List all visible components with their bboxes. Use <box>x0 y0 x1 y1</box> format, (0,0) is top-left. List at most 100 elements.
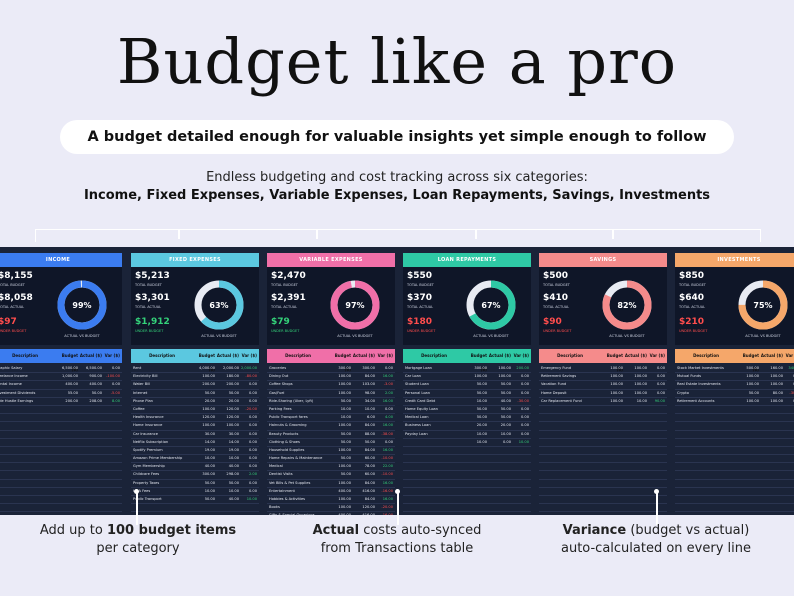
empty-row[interactable] <box>0 504 122 513</box>
table-row[interactable]: Home Deposit 100.00 100.00 0.00 <box>539 390 667 398</box>
table-row[interactable]: Amazon Prime Membership 10.00 10.00 0.00 <box>131 455 259 464</box>
empty-row[interactable] <box>675 414 794 423</box>
empty-row[interactable] <box>675 431 794 439</box>
empty-row[interactable] <box>539 512 667 515</box>
table-row[interactable]: Beauty Products 50.00 88.00 -38.00 <box>267 431 395 439</box>
empty-row[interactable] <box>403 480 531 488</box>
table-row[interactable]: Medical 100.00 78.00 22.00 <box>267 463 395 472</box>
table-row[interactable]: Personal Loan 50.00 50.00 0.00 <box>403 390 531 398</box>
table-row[interactable]: Real Estate Investments 100.00 100.00 0.… <box>675 381 794 390</box>
table-row[interactable]: Student Loan 50.00 50.00 0.00 <box>403 381 531 390</box>
table-row[interactable]: Car Loan 100.00 100.00 0.00 <box>403 373 531 382</box>
table-row[interactable]: Vet Bills & Pet Supplies 100.00 84.00 16… <box>267 480 395 488</box>
table-row[interactable]: Ride-Sharing (Uber, Lyft) 50.00 34.00 16… <box>267 398 395 406</box>
empty-row[interactable] <box>539 504 667 513</box>
empty-row[interactable] <box>0 414 122 423</box>
empty-row[interactable] <box>0 480 122 488</box>
empty-row[interactable] <box>403 463 531 472</box>
empty-row[interactable] <box>0 512 122 515</box>
empty-row[interactable] <box>403 455 531 464</box>
empty-row[interactable] <box>539 439 667 447</box>
empty-row[interactable] <box>675 439 794 447</box>
empty-row[interactable] <box>0 496 122 505</box>
table-row[interactable]: Rental Income 400.00 400.00 0.00 <box>0 381 122 390</box>
empty-row[interactable] <box>0 455 122 464</box>
table-row[interactable]: Rent 4,000.00 2,000.00 2,000.00 <box>131 365 259 374</box>
empty-row[interactable] <box>539 480 667 488</box>
table-row[interactable]: Phone Plan 20.00 20.00 0.00 <box>131 398 259 406</box>
empty-row[interactable] <box>131 512 259 515</box>
table-row[interactable]: Dining Out 100.00 84.00 16.00 <box>267 373 395 382</box>
table-row[interactable]: Investment Dividends 55.00 50.00 -5.00 <box>0 390 122 398</box>
empty-row[interactable] <box>0 431 122 439</box>
table-row[interactable]: Public Transport 50.00 40.00 10.00 <box>131 496 259 505</box>
table-row[interactable]: Dentist Visits 50.00 60.00 -10.00 <box>267 471 395 480</box>
empty-row[interactable] <box>0 406 122 415</box>
table-row[interactable]: Entertainment 400.00 416.00 -16.00 <box>267 488 395 496</box>
table-row[interactable]: Medical Loan 50.00 50.00 0.00 <box>403 414 531 423</box>
table-row[interactable]: Household Supplies 100.00 84.00 16.00 <box>267 447 395 456</box>
empty-row[interactable] <box>131 504 259 513</box>
table-row[interactable]: Parking Fees 10.00 10.00 0.00 <box>267 406 395 415</box>
empty-row[interactable] <box>675 447 794 456</box>
empty-row[interactable] <box>0 439 122 447</box>
table-row[interactable]: Credit Card Debt 10.00 40.00 -30.00 <box>403 398 531 406</box>
table-row[interactable]: Crypto 50.00 80.00 -30.00 <box>675 390 794 398</box>
table-row[interactable]: Public Transport fares 10.00 6.00 4.00 <box>267 414 395 423</box>
empty-row[interactable] <box>675 471 794 480</box>
empty-row[interactable] <box>675 496 794 505</box>
table-row[interactable]: 10.00 0.00 10.00 <box>403 439 531 447</box>
empty-row[interactable] <box>539 406 667 415</box>
table-row[interactable]: Coffee 100.00 120.00 -20.00 <box>131 406 259 415</box>
table-row[interactable]: Health Insurance 120.00 120.00 0.00 <box>131 414 259 423</box>
empty-row[interactable] <box>403 512 531 515</box>
table-row[interactable]: Stock Market Investments 500.00 160.00 3… <box>675 365 794 374</box>
empty-row[interactable] <box>403 471 531 480</box>
empty-row[interactable] <box>539 447 667 456</box>
table-row[interactable]: Water Bill 200.00 200.00 0.00 <box>131 381 259 390</box>
table-row[interactable]: Graphic Salary 6,500.00 6,500.00 0.00 <box>0 365 122 374</box>
empty-row[interactable] <box>675 512 794 515</box>
table-row[interactable]: Car Replacement Fund 100.00 10.00 90.00 <box>539 398 667 406</box>
empty-row[interactable] <box>0 463 122 472</box>
empty-row[interactable] <box>675 480 794 488</box>
empty-row[interactable] <box>539 496 667 505</box>
empty-row[interactable] <box>675 488 794 496</box>
empty-row[interactable] <box>539 455 667 464</box>
table-row[interactable]: Emergency Fund 100.00 100.00 0.00 <box>539 365 667 374</box>
empty-row[interactable] <box>0 488 122 496</box>
empty-row[interactable] <box>675 422 794 431</box>
empty-row[interactable] <box>539 431 667 439</box>
table-row[interactable]: Netflix Subscription 14.00 14.00 0.00 <box>131 439 259 447</box>
empty-row[interactable] <box>403 504 531 513</box>
table-row[interactable]: Home Insurance 100.00 100.00 0.00 <box>131 422 259 431</box>
empty-row[interactable] <box>675 504 794 513</box>
empty-row[interactable] <box>539 488 667 496</box>
table-row[interactable]: Coffee Shops 100.00 103.00 -3.00 <box>267 381 395 390</box>
empty-row[interactable] <box>539 471 667 480</box>
empty-row[interactable] <box>675 463 794 472</box>
empty-row[interactable] <box>0 422 122 431</box>
empty-row[interactable] <box>539 414 667 423</box>
table-row[interactable]: Mortgage Loan 300.00 100.00 200.00 <box>403 365 531 374</box>
empty-row[interactable] <box>539 463 667 472</box>
empty-row[interactable] <box>675 406 794 415</box>
table-row[interactable]: Home Equity Loan 50.00 50.00 0.00 <box>403 406 531 415</box>
empty-row[interactable] <box>675 455 794 464</box>
table-row[interactable]: Car Insurance 30.00 30.00 0.00 <box>131 431 259 439</box>
table-row[interactable]: Payday Loan 10.00 10.00 0.00 <box>403 431 531 439</box>
table-row[interactable]: Haircuts & Grooming 100.00 84.00 16.00 <box>267 422 395 431</box>
table-row[interactable]: Gym Membership 40.00 40.00 0.00 <box>131 463 259 472</box>
table-row[interactable]: Side Hustle Earnings 200.00 208.00 8.00 <box>0 398 122 406</box>
table-row[interactable]: Groceries 300.00 300.00 0.00 <box>267 365 395 374</box>
table-row[interactable]: Mutual Funds 100.00 100.00 0.00 <box>675 373 794 382</box>
table-row[interactable]: Gas/Fuel 100.00 98.00 2.00 <box>267 390 395 398</box>
table-row[interactable]: Retirement Savings 100.00 100.00 0.00 <box>539 373 667 382</box>
empty-row[interactable] <box>403 496 531 505</box>
table-row[interactable]: Internet 50.00 50.00 0.00 <box>131 390 259 398</box>
table-row[interactable]: Books 100.00 120.00 -20.00 <box>267 504 395 513</box>
table-row[interactable]: Electricity Bill 100.00 180.00 -80.00 <box>131 373 259 382</box>
table-row[interactable]: Spotify Premium 19.00 19.00 0.00 <box>131 447 259 456</box>
empty-row[interactable] <box>0 471 122 480</box>
empty-row[interactable] <box>539 422 667 431</box>
